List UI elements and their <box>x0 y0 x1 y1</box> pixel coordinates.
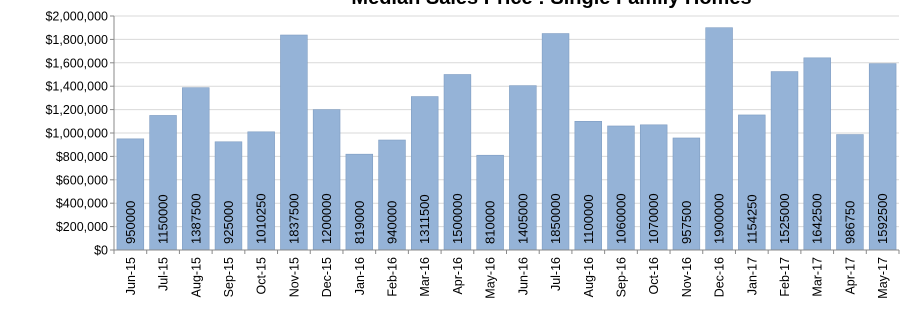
bar <box>607 125 635 251</box>
bar <box>705 27 733 251</box>
data-label: 1387500 <box>188 193 203 244</box>
bar <box>411 96 439 251</box>
bar <box>672 137 701 251</box>
data-label: 1837500 <box>286 193 301 244</box>
data-label: 1311500 <box>417 194 432 244</box>
data-label: 925000 <box>221 201 236 244</box>
x-tick-label: Apr-16 <box>451 257 465 295</box>
x-tick-label: Sep-15 <box>222 257 236 297</box>
y-tick-label: $0 <box>94 244 108 258</box>
x-tick-label: Sep-16 <box>614 257 628 297</box>
x-tick-label: May-17 <box>876 257 890 299</box>
data-label: 1405000 <box>515 193 530 244</box>
data-label: 810000 <box>483 201 498 244</box>
x-tick-label: Jun-16 <box>516 257 530 295</box>
x-tick-label: Feb-17 <box>778 257 792 297</box>
data-label: 1642500 <box>810 193 825 244</box>
data-label: 1070000 <box>646 193 661 244</box>
bar <box>214 141 243 251</box>
bar <box>149 115 177 251</box>
x-tick-label: Aug-15 <box>189 257 203 297</box>
x-tick-label: Dec-16 <box>713 257 727 297</box>
x-tick-label: Apr-17 <box>843 257 857 295</box>
data-label: 1500000 <box>450 193 465 244</box>
y-tick-label: $1,000,000 <box>45 127 108 141</box>
y-tick-label: $1,200,000 <box>45 103 108 117</box>
x-tick-label: Jul-15 <box>157 257 171 291</box>
data-label: 819000 <box>352 201 367 244</box>
x-tick-label: Jun-15 <box>124 257 138 295</box>
x-tick-label: May-16 <box>484 257 498 299</box>
x-tick-label: Feb-16 <box>386 257 400 297</box>
x-tick-label: Jan-16 <box>353 257 367 295</box>
data-label: 950000 <box>123 201 138 244</box>
bar <box>443 74 472 251</box>
y-tick-label: $200,000 <box>56 220 108 234</box>
bar <box>574 121 602 251</box>
data-label: 1060000 <box>613 193 628 244</box>
bar <box>803 57 831 251</box>
bar <box>280 34 308 251</box>
bar <box>541 33 570 251</box>
data-label: 1100000 <box>581 194 596 244</box>
y-axis-ticks: $0 $200,000 $400,000 $600,000 $800,000 $1,000… <box>45 10 114 258</box>
y-tick-label: $2,000,000 <box>45 10 108 24</box>
x-tick-label: Oct-15 <box>255 257 269 295</box>
x-tick-label: Mar-16 <box>418 257 432 297</box>
x-tick-label: Aug-16 <box>582 257 596 297</box>
gridlines <box>114 15 899 228</box>
data-label: 1200000 <box>319 193 334 244</box>
x-tick-label: Oct-16 <box>647 257 661 295</box>
data-label: 1850000 <box>548 193 563 244</box>
data-label: 986750 <box>842 201 857 244</box>
data-label: 1150000 <box>156 194 171 244</box>
y-tick-label: $1,800,000 <box>45 33 108 47</box>
bar <box>378 139 406 251</box>
bar <box>770 71 799 251</box>
bar <box>116 138 145 251</box>
data-labels: 950000 1150000 1387500 925000 1010250 1837500… <box>123 193 890 244</box>
y-tick-label: $1,600,000 <box>45 56 108 70</box>
data-label: 957500 <box>679 201 694 244</box>
x-axis-ticks: Jun-15 Jul-15 Aug-15 Sep-15 Oct-15 Nov-15 Dec-… <box>113 250 900 299</box>
x-tick-label: Nov-15 <box>287 257 301 297</box>
bar <box>868 63 897 251</box>
x-tick-label: Dec-15 <box>320 257 334 297</box>
chart-title: Median Sales Price : Single Family Homes <box>351 0 751 9</box>
y-tick-label: $600,000 <box>56 173 108 187</box>
y-tick-label: $800,000 <box>56 150 108 164</box>
bar <box>247 131 275 251</box>
data-label: 1592500 <box>875 193 890 244</box>
bar <box>738 114 766 251</box>
data-label: 1010250 <box>254 193 269 244</box>
data-label: 940000 <box>385 201 400 244</box>
y-tick-label: $1,400,000 <box>45 80 108 94</box>
bar <box>509 85 537 251</box>
x-tick-label: Nov-16 <box>680 257 694 297</box>
bar <box>476 154 504 251</box>
y-tick-label: $400,000 <box>56 197 108 211</box>
x-tick-label: Jul-16 <box>549 257 563 291</box>
data-label: 1900000 <box>712 193 727 244</box>
data-label: 1525000 <box>777 193 792 244</box>
bar <box>312 109 341 251</box>
x-tick-label: Jan-17 <box>745 257 759 295</box>
data-label: 1154250 <box>744 194 759 244</box>
x-tick-label: Mar-17 <box>811 257 825 297</box>
bar <box>345 153 374 251</box>
